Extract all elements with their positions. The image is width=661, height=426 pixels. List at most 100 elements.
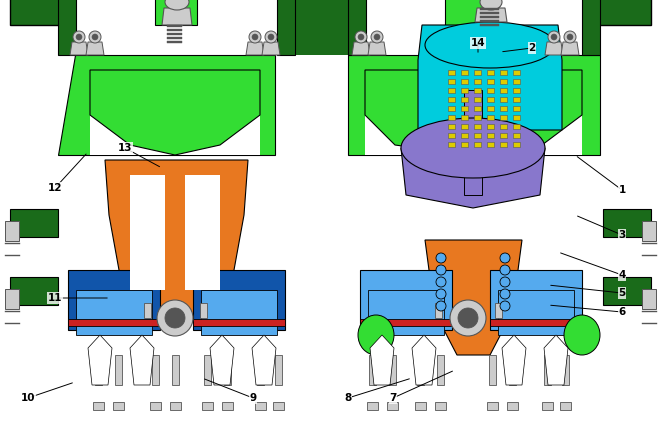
Bar <box>642 221 656 241</box>
Text: 6: 6 <box>619 307 625 317</box>
Ellipse shape <box>500 277 510 287</box>
Bar <box>461 79 468 84</box>
Bar <box>507 402 518 410</box>
Bar <box>582 0 600 55</box>
Bar <box>10 209 58 237</box>
Bar <box>167 33 182 35</box>
Bar <box>480 20 499 22</box>
Bar <box>437 355 444 385</box>
Bar <box>435 402 446 410</box>
Bar <box>513 124 520 129</box>
Bar <box>513 142 520 147</box>
Bar <box>113 402 124 410</box>
Polygon shape <box>86 42 104 55</box>
Bar <box>542 402 553 410</box>
Polygon shape <box>365 70 582 155</box>
Bar <box>204 355 211 385</box>
Bar <box>560 402 571 410</box>
Bar <box>348 0 366 55</box>
Bar <box>500 70 507 75</box>
Polygon shape <box>185 175 220 290</box>
Bar <box>360 270 452 330</box>
Ellipse shape <box>249 31 261 43</box>
Bar <box>448 142 455 147</box>
Bar <box>500 106 507 111</box>
Text: 9: 9 <box>249 393 256 403</box>
Ellipse shape <box>268 34 274 40</box>
Bar <box>482 0 499 8</box>
Bar <box>448 70 455 75</box>
Polygon shape <box>475 8 507 22</box>
Polygon shape <box>425 240 522 355</box>
Ellipse shape <box>436 253 446 263</box>
Bar <box>461 106 468 111</box>
Bar <box>487 79 494 84</box>
Bar <box>498 290 574 335</box>
Ellipse shape <box>157 300 193 336</box>
Ellipse shape <box>458 308 478 328</box>
Bar <box>474 97 481 102</box>
Ellipse shape <box>371 31 383 43</box>
Bar <box>448 88 455 93</box>
Bar <box>367 402 378 410</box>
Bar <box>10 277 58 305</box>
Bar <box>480 8 499 10</box>
Ellipse shape <box>564 31 576 43</box>
Polygon shape <box>545 42 563 55</box>
Bar <box>417 355 424 385</box>
Bar <box>487 133 494 138</box>
Bar <box>500 133 507 138</box>
Bar <box>474 115 481 120</box>
Bar <box>513 88 520 93</box>
Bar <box>461 133 468 138</box>
Polygon shape <box>105 160 248 325</box>
Bar <box>257 355 264 385</box>
Text: 3: 3 <box>619 230 625 240</box>
Bar <box>76 290 152 335</box>
Ellipse shape <box>564 315 600 355</box>
Bar <box>487 97 494 102</box>
Bar <box>445 0 495 55</box>
Bar <box>480 12 499 14</box>
Ellipse shape <box>401 118 545 178</box>
Bar <box>68 319 160 326</box>
Ellipse shape <box>73 31 85 43</box>
Bar <box>487 115 494 120</box>
Text: 7: 7 <box>389 393 397 403</box>
Polygon shape <box>348 55 600 155</box>
Bar <box>461 70 468 75</box>
Text: 11: 11 <box>48 293 62 303</box>
Bar <box>474 88 481 93</box>
Bar <box>369 355 376 385</box>
Ellipse shape <box>436 301 446 311</box>
Bar <box>167 37 182 39</box>
Bar <box>474 124 481 129</box>
Text: 5: 5 <box>619 288 625 298</box>
Bar <box>461 115 468 120</box>
Ellipse shape <box>425 22 555 68</box>
Bar <box>461 142 468 147</box>
Bar <box>115 355 122 385</box>
Bar <box>461 124 468 129</box>
Bar <box>172 355 179 385</box>
Polygon shape <box>262 42 280 55</box>
Polygon shape <box>90 70 260 155</box>
Bar <box>642 289 656 309</box>
Ellipse shape <box>436 289 446 299</box>
Bar <box>255 402 266 410</box>
Ellipse shape <box>500 265 510 275</box>
Ellipse shape <box>567 34 573 40</box>
Text: 13: 13 <box>118 143 132 153</box>
Bar <box>95 355 102 385</box>
Bar <box>495 303 502 318</box>
Bar <box>509 355 516 385</box>
Bar <box>201 290 277 335</box>
Bar <box>277 0 295 55</box>
Ellipse shape <box>436 265 446 275</box>
Bar <box>200 303 207 318</box>
Bar <box>500 79 507 84</box>
Bar <box>68 270 160 330</box>
Bar <box>487 106 494 111</box>
Bar <box>490 319 582 326</box>
Bar <box>348 0 600 55</box>
